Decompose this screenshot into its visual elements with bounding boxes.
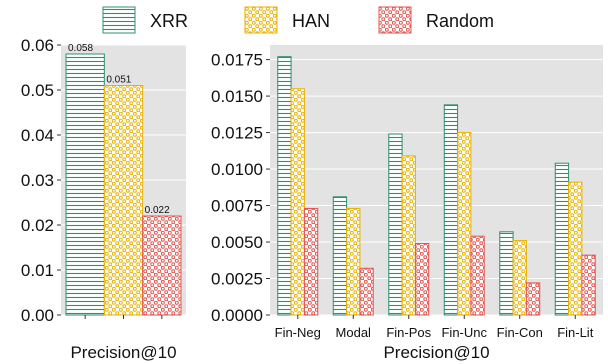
right-x-axis-label: Precision@10 xyxy=(383,343,489,362)
legend-label-xrr: XRR xyxy=(150,11,188,31)
left-ytick-label: 0.02 xyxy=(21,216,54,235)
legend-item-xrr: XRR xyxy=(102,6,188,34)
legend-label-random: Random xyxy=(426,11,494,31)
right-bar-xrr-fin-con xyxy=(499,231,514,316)
left-ytick-label: 0.05 xyxy=(21,81,54,100)
right-bar-random-fin-neg xyxy=(303,207,319,316)
right-category-fin-pos: Fin-Pos xyxy=(386,325,431,340)
right-bar-xrr-fin-unc xyxy=(443,104,459,316)
right-category-fin-lit: Fin-Lit xyxy=(557,325,594,340)
left-ytick-label: 0.01 xyxy=(21,261,54,280)
right-bar-random-fin-lit xyxy=(581,254,596,316)
left-data-label-han: 0.051 xyxy=(106,75,131,86)
right-ytick-label: 0.0175 xyxy=(211,51,263,70)
left-bar-xrr xyxy=(65,53,105,316)
right-bar-xrr-modal xyxy=(332,196,348,316)
chart-left: 0.00 0.01 0.02 0.03 0.04 0.05 0.06 0.058 0.051 0.… xyxy=(21,36,186,362)
legend-swatch-han xyxy=(244,6,278,34)
left-bar-random xyxy=(142,215,182,316)
right-bar-random-fin-unc xyxy=(470,235,485,316)
right-bar-han-fin-lit xyxy=(568,181,583,316)
left-ytick-label: 0.00 xyxy=(21,306,54,325)
right-category-fin-con: Fin-Con xyxy=(497,325,543,340)
legend-swatch-random xyxy=(378,6,412,34)
right-ytick-label: 0.0150 xyxy=(211,87,263,106)
right-bar-han-fin-con xyxy=(512,240,527,316)
left-bar-han xyxy=(103,85,144,316)
right-plot-area xyxy=(270,45,603,315)
legend-item-random: Random xyxy=(378,6,494,34)
right-category-modal: Modal xyxy=(336,325,372,340)
right-bar-han-fin-unc xyxy=(457,132,472,316)
right-bar-han-fin-pos xyxy=(401,155,416,316)
legend-swatch-xrr xyxy=(102,6,136,34)
chart-right: 0.0000 0.0025 0.0050 0.0075 0.0100 0.0125 0.01… xyxy=(211,45,603,362)
left-ytick-label: 0.04 xyxy=(21,126,54,145)
left-data-label-xrr: 0.058 xyxy=(68,43,93,54)
legend: XRR HAN Random xyxy=(102,6,494,34)
left-ytick-label: 0.06 xyxy=(21,36,54,55)
right-bar-random-fin-pos xyxy=(414,242,430,316)
left-data-label-random: 0.022 xyxy=(145,205,170,216)
left-x-axis-label: Precision@10 xyxy=(70,343,176,362)
right-bar-xrr-fin-neg xyxy=(277,56,292,316)
right-bar-random-modal xyxy=(359,267,374,316)
legend-item-han: HAN xyxy=(244,6,330,34)
right-category-fin-unc: Fin-Unc xyxy=(441,325,487,340)
right-ytick-label: 0.0100 xyxy=(211,160,263,179)
left-ytick-label: 0.03 xyxy=(21,171,54,190)
right-category-fin-neg: Fin-Neg xyxy=(275,325,321,340)
right-bar-han-fin-neg xyxy=(290,88,305,316)
right-bar-han-modal xyxy=(346,207,361,316)
right-bar-xrr-fin-pos xyxy=(388,133,403,316)
legend-label-han: HAN xyxy=(292,11,330,31)
right-ytick-label: 0.0050 xyxy=(211,233,263,252)
right-ytick-label: 0.0025 xyxy=(211,270,263,289)
right-ytick-label: 0.0125 xyxy=(211,124,263,143)
right-bar-random-fin-con xyxy=(525,282,541,316)
right-bar-xrr-fin-lit xyxy=(554,162,570,316)
right-ytick-label: 0.0075 xyxy=(211,197,263,216)
right-ytick-label: 0.0000 xyxy=(211,306,263,325)
